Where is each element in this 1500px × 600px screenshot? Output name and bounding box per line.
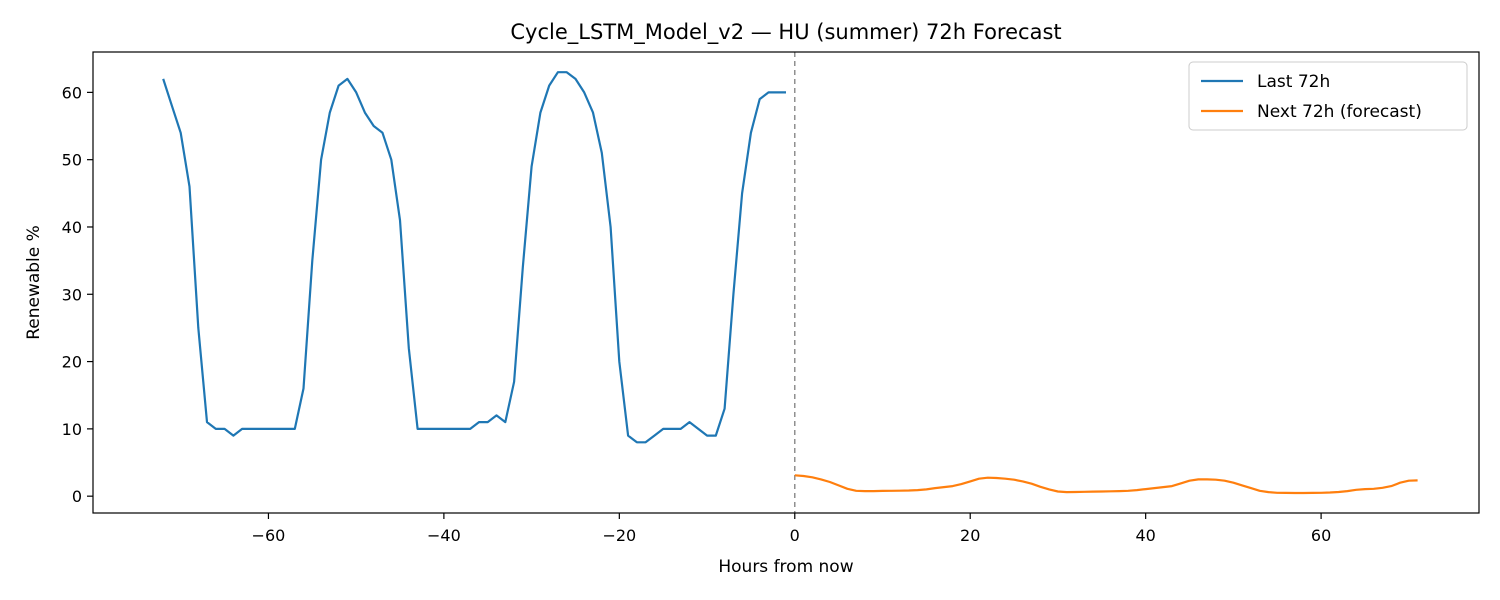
y-tick-label: 10 — [62, 420, 82, 439]
x-tick-label: 20 — [960, 526, 980, 545]
legend: Last 72h Next 72h (forecast) — [1188, 61, 1468, 131]
x-tick-label: −20 — [602, 526, 636, 545]
y-tick-label: 30 — [62, 285, 82, 304]
y-tick-label: 40 — [62, 218, 82, 237]
y-tick-label: 20 — [62, 353, 82, 372]
x-tick-label: 0 — [790, 526, 800, 545]
x-axis-label: Hours from now — [718, 557, 853, 577]
y-tick-label: 0 — [72, 487, 82, 506]
series-line-last-72h — [162, 71, 786, 444]
y-tick-label: 50 — [62, 151, 82, 170]
chart-title: Cycle_LSTM_Model_v2 — HU (summer) 72h Fo… — [510, 20, 1061, 45]
series-line-forecast — [794, 474, 1418, 495]
legend-label-forecast: Next 72h (forecast) — [1257, 102, 1422, 122]
ticks-layer: −60 −40 −20 0 20 40 60 0 10 20 30 40 50 60 — [62, 83, 1332, 545]
x-tick-label: 60 — [1311, 526, 1331, 545]
y-tick-label: 60 — [62, 83, 82, 102]
legend-box — [1188, 61, 1468, 131]
y-axis-label: Renewable % — [24, 225, 44, 340]
x-tick-label: −60 — [252, 526, 286, 545]
legend-label-last-72h: Last 72h — [1257, 72, 1330, 92]
x-tick-label: −40 — [427, 526, 461, 545]
x-tick-label: 40 — [1135, 526, 1155, 545]
axes-frame — [92, 51, 1480, 514]
series-layer — [162, 71, 1418, 495]
